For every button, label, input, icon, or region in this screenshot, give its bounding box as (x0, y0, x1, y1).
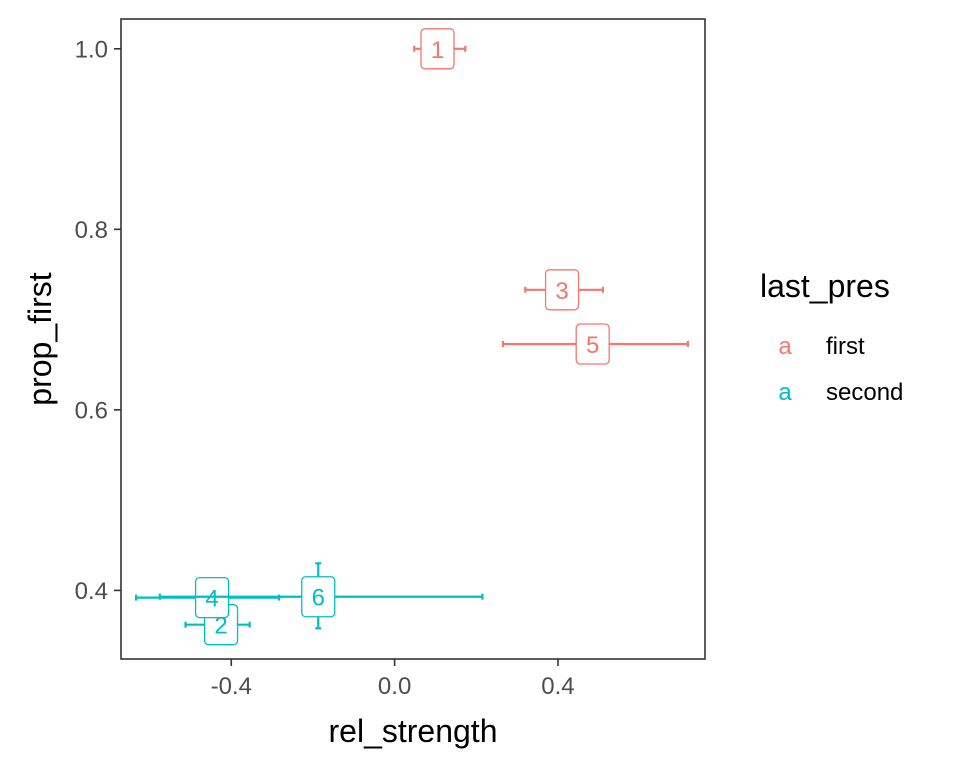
x-axis-title: rel_strength (329, 713, 498, 749)
data-point-3: 3 (524, 269, 605, 311)
point-label-box (575, 323, 610, 365)
legend-label-second: second (826, 379, 903, 406)
y-tick-label: 1.0 (75, 36, 108, 63)
point-label: 6 (312, 585, 325, 612)
plot-panel-border (120, 18, 706, 660)
legend: last_pres a first a second (760, 268, 903, 406)
legend-title: last_pres (760, 268, 890, 304)
y-axis: 0.4 0.6 0.8 1.0 (75, 36, 121, 605)
plot-background (121, 19, 705, 659)
point-label: 4 (205, 586, 218, 613)
data-marks: 1 2 3 4 5 6 (135, 28, 689, 646)
y-tick-label: 0.4 (75, 578, 108, 605)
legend-key-second: a (778, 379, 792, 406)
point-label-box (301, 576, 336, 618)
x-axis: -0.4 0.0 0.4 (211, 659, 575, 700)
y-tick-label: 0.8 (75, 217, 108, 244)
legend-label-first: first (826, 333, 865, 360)
data-point-5: 5 (501, 323, 689, 365)
x-tick-label: 0.4 (541, 673, 574, 700)
legend-key-first: a (778, 333, 792, 360)
data-point-6: 6 (158, 562, 484, 630)
point-label: 1 (431, 37, 444, 64)
point-label: 3 (555, 278, 568, 305)
point-label-box (420, 28, 455, 70)
point-label: 5 (586, 332, 599, 359)
point-label: 2 (214, 613, 227, 640)
y-axis-title: prop_first (22, 272, 58, 406)
y-tick-label: 0.6 (75, 397, 108, 424)
data-point-1: 1 (413, 28, 467, 70)
x-tick-label: 0.0 (378, 673, 411, 700)
x-tick-label: -0.4 (211, 673, 252, 700)
point-label-box (544, 269, 580, 311)
